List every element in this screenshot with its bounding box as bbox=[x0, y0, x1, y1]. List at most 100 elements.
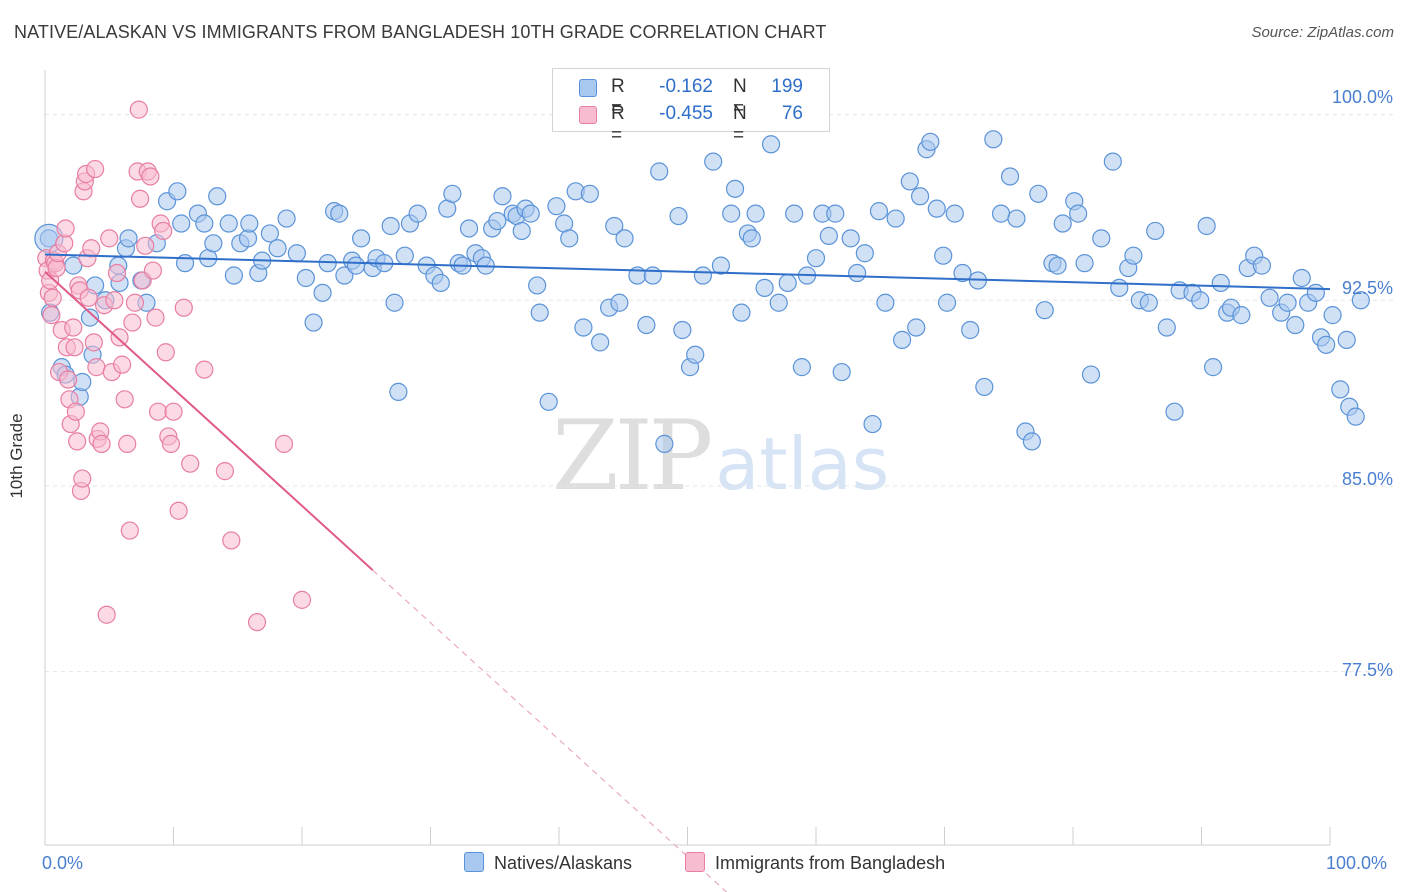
data-point-natives-alaskans bbox=[722, 204, 741, 223]
chart-title: NATIVE/ALASKAN VS IMMIGRANTS FROM BANGLA… bbox=[14, 22, 827, 42]
trend-line-immigrants-bangladesh-extrapolated bbox=[372, 569, 727, 892]
data-point-immigrants-bangladesh bbox=[110, 328, 129, 347]
data-point-natives-alaskans bbox=[921, 132, 940, 151]
data-point-immigrants-bangladesh bbox=[97, 605, 116, 624]
data-point-natives-alaskans bbox=[755, 278, 774, 297]
data-point-immigrants-bangladesh bbox=[136, 236, 155, 255]
data-point-natives-alaskans bbox=[742, 229, 761, 248]
data-point-natives-alaskans bbox=[863, 414, 882, 434]
data-point-immigrants-bangladesh bbox=[100, 229, 119, 248]
data-point-natives-alaskans bbox=[560, 229, 579, 248]
data-point-natives-alaskans bbox=[459, 219, 479, 238]
data-point-natives-alaskans bbox=[673, 320, 692, 340]
axes bbox=[44, 70, 1331, 846]
data-point-natives-alaskans bbox=[927, 199, 946, 218]
data-point-natives-alaskans bbox=[574, 318, 593, 337]
data-point-natives-alaskans bbox=[1007, 209, 1026, 228]
data-point-immigrants-bangladesh bbox=[161, 434, 181, 453]
data-point-natives-alaskans bbox=[937, 293, 957, 312]
data-point-immigrants-bangladesh bbox=[115, 390, 134, 409]
data-point-natives-alaskans bbox=[330, 204, 349, 223]
data-point-natives-alaskans bbox=[431, 273, 450, 293]
data-point-natives-alaskans bbox=[1029, 184, 1048, 203]
data-point-natives-alaskans bbox=[219, 214, 238, 233]
x-tick-label-min: 0.0% bbox=[42, 853, 84, 873]
data-point-natives-alaskans bbox=[1075, 254, 1094, 273]
data-point-natives-alaskans bbox=[953, 263, 972, 283]
data-point-natives-alaskans bbox=[268, 239, 287, 258]
data-point-natives-alaskans bbox=[1092, 229, 1111, 248]
data-point-immigrants-bangladesh bbox=[148, 402, 168, 421]
data-point-natives-alaskans bbox=[1191, 291, 1210, 310]
data-point-immigrants-bangladesh bbox=[56, 219, 75, 238]
r-label: R = bbox=[611, 76, 625, 119]
data-point-natives-alaskans bbox=[848, 263, 867, 283]
legend-swatch-pink bbox=[685, 852, 705, 872]
series-immigrants-bangladesh bbox=[37, 100, 312, 632]
data-point-natives-alaskans bbox=[643, 266, 662, 285]
data-point-natives-alaskans bbox=[669, 206, 688, 226]
data-point-natives-alaskans bbox=[610, 293, 629, 312]
data-point-natives-alaskans bbox=[1081, 365, 1101, 384]
data-point-natives-alaskans bbox=[224, 266, 243, 285]
data-point-natives-alaskans bbox=[984, 130, 1003, 149]
data-point-natives-alaskans bbox=[240, 214, 259, 233]
data-point-immigrants-bangladesh bbox=[82, 239, 101, 258]
data-point-immigrants-bangladesh bbox=[215, 462, 234, 481]
data-point-natives-alaskans bbox=[313, 283, 332, 302]
n-label: N = bbox=[733, 76, 747, 119]
legend-item-immigrants-bangladesh[interactable]: Immigrants from Bangladesh bbox=[685, 852, 945, 874]
data-point-immigrants-bangladesh bbox=[222, 531, 241, 550]
data-point-natives-alaskans bbox=[732, 303, 751, 322]
source-label: Source: ZipAtlas.com bbox=[1251, 24, 1394, 41]
x-tick-label-max: 100.0% bbox=[1326, 853, 1388, 873]
data-point-natives-alaskans bbox=[381, 216, 400, 236]
data-point-natives-alaskans bbox=[819, 226, 838, 245]
legend-swatch-blue bbox=[464, 852, 484, 872]
data-point-natives-alaskans bbox=[1351, 291, 1370, 310]
data-point-natives-alaskans bbox=[704, 152, 723, 171]
data-point-immigrants-bangladesh bbox=[174, 298, 193, 317]
legend-swatch-pink bbox=[579, 106, 597, 124]
r-value: -0.162 bbox=[659, 76, 713, 97]
data-point-immigrants-bangladesh bbox=[129, 100, 148, 119]
data-point-immigrants-bangladesh bbox=[68, 432, 87, 451]
data-point-immigrants-bangladesh bbox=[181, 454, 200, 473]
data-point-natives-alaskans bbox=[1048, 256, 1067, 275]
data-point-natives-alaskans bbox=[769, 293, 788, 312]
data-point-natives-alaskans bbox=[686, 345, 705, 364]
data-point-natives-alaskans bbox=[443, 184, 462, 203]
data-point-natives-alaskans bbox=[1053, 214, 1072, 233]
data-point-immigrants-bangladesh bbox=[43, 288, 62, 307]
data-point-natives-alaskans bbox=[1000, 167, 1020, 186]
data-point-natives-alaskans bbox=[591, 333, 610, 352]
data-point-natives-alaskans bbox=[1317, 335, 1336, 354]
data-point-immigrants-bangladesh bbox=[79, 288, 98, 307]
data-point-natives-alaskans bbox=[119, 229, 138, 248]
data-point-natives-alaskans bbox=[876, 293, 895, 312]
data-point-natives-alaskans bbox=[335, 266, 354, 285]
data-point-natives-alaskans bbox=[1103, 152, 1122, 171]
data-point-natives-alaskans bbox=[1286, 315, 1305, 335]
stats-legend: R = -0.162 N = 199 R = -0.455 N = 76 bbox=[552, 68, 830, 146]
y-tick-label: 77.5% bbox=[1341, 660, 1393, 680]
data-point-natives-alaskans bbox=[615, 229, 634, 248]
trend-lines bbox=[44, 253, 1331, 892]
data-point-natives-alaskans bbox=[637, 315, 656, 335]
data-point-immigrants-bangladesh bbox=[274, 434, 294, 453]
data-point-immigrants-bangladesh bbox=[65, 338, 84, 357]
data-point-immigrants-bangladesh bbox=[247, 613, 267, 632]
data-point-natives-alaskans bbox=[806, 249, 826, 268]
data-point-natives-alaskans bbox=[991, 204, 1011, 223]
legend-item-natives-alaskans[interactable]: Natives/Alaskans bbox=[464, 852, 632, 874]
n-value: 76 bbox=[781, 103, 803, 124]
data-point-natives-alaskans bbox=[1306, 283, 1325, 302]
data-point-natives-alaskans bbox=[208, 187, 227, 206]
data-point-natives-alaskans bbox=[1165, 402, 1184, 421]
data-point-immigrants-bangladesh bbox=[195, 360, 214, 379]
y-tick-label: 92.5% bbox=[1341, 278, 1393, 298]
data-point-natives-alaskans bbox=[1022, 432, 1041, 451]
data-point-natives-alaskans bbox=[761, 135, 781, 154]
data-point-natives-alaskans bbox=[1278, 293, 1297, 312]
data-point-natives-alaskans bbox=[580, 184, 599, 203]
